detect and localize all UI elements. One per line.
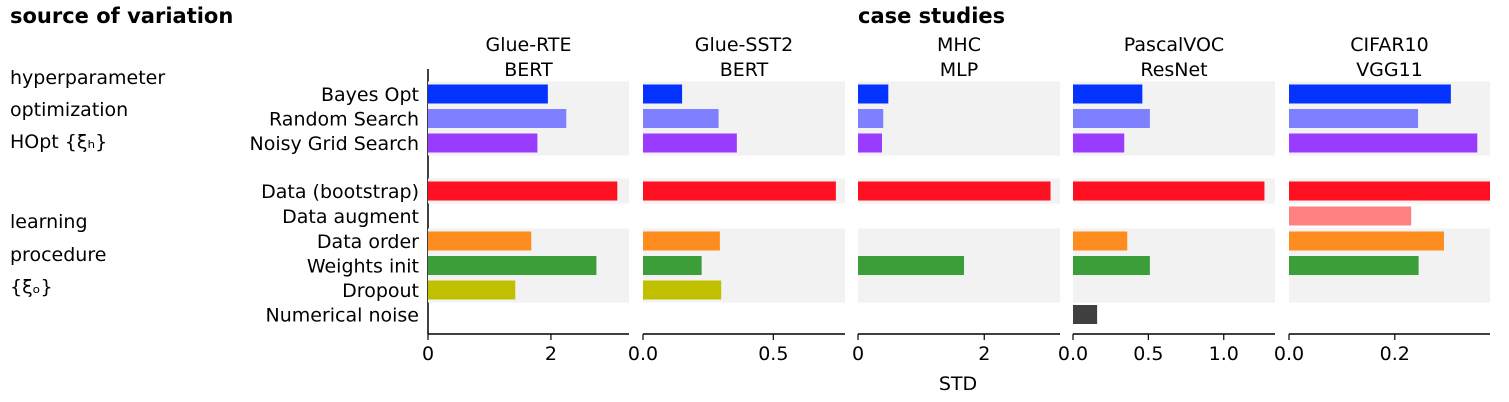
x-tick-label-glue-sst2-bert-1: 0.5: [758, 343, 788, 365]
panel-title-pascalvoc-resnet-1: ResNet: [1140, 59, 1207, 81]
bar-cifar10-vgg11-data-augment: [1289, 206, 1412, 226]
panel-title-mhc-mlp-1: MLP: [940, 59, 978, 81]
panel-title-glue-rte-bert-1: BERT: [504, 59, 553, 81]
bar-glue-sst2-bert-data-order: [643, 231, 720, 251]
bar-glue-sst2-bert-data-bootstrap: [643, 181, 836, 201]
x-tick-label-pascalvoc-resnet-1: 0.5: [1133, 343, 1163, 365]
panel-title-pascalvoc-resnet-0: PascalVOC: [1124, 34, 1224, 56]
bar-glue-rte-bert-noisy-grid-search: [428, 133, 538, 153]
panel-band-mhc-mlp-0: [858, 81, 1060, 107]
panel-title-glue-rte-bert-0: Glue-RTE: [485, 34, 571, 56]
bar-mhc-mlp-data-bootstrap: [858, 181, 1051, 201]
bar-pascalvoc-resnet-numerical-noise: [1073, 305, 1098, 324]
learning-label-line-1: learning: [10, 211, 88, 233]
bar-mhc-mlp-weights-init: [858, 256, 965, 275]
panel-band-mhc-mlp-5: [858, 228, 1060, 254]
category-label-noisy-grid-search: Noisy Grid Search: [250, 133, 420, 155]
panel-band-mhc-mlp-7: [858, 277, 1060, 303]
x-tick-label-glue-rte-bert-1: 2: [545, 343, 557, 365]
hopt-label-line-2: optimization: [10, 99, 129, 121]
bar-mhc-mlp-bayes-opt: [858, 84, 889, 104]
bar-glue-rte-bert-data-bootstrap: [428, 181, 618, 201]
bar-glue-rte-bert-random-search: [428, 109, 567, 128]
category-label-data-bootstrap: Data (bootstrap): [261, 181, 419, 203]
bar-mhc-mlp-random-search: [858, 109, 884, 128]
x-tick-label-pascalvoc-resnet-0: 0.0: [1058, 343, 1088, 365]
x-axis-label: STD: [939, 373, 977, 395]
hopt-label-line-3: HOpt {ξₕ}: [10, 131, 108, 153]
bar-glue-sst2-bert-bayes-opt: [643, 84, 683, 104]
category-label-data-augment: Data augment: [282, 206, 419, 228]
bar-glue-sst2-bert-dropout: [643, 280, 722, 300]
x-tick-label-mhc-mlp-0: 0: [852, 343, 864, 365]
panel-title-cifar10-vgg11-1: VGG11: [1356, 59, 1423, 81]
category-label-weights-init: Weights init: [307, 256, 419, 278]
hopt-label-line-1: hyperparameter: [10, 67, 166, 89]
bar-cifar10-vgg11-noisy-grid-search: [1289, 133, 1478, 153]
panel-title-glue-sst2-bert-0: Glue-SST2: [695, 34, 793, 56]
panel-title-cifar10-vgg11-0: CIFAR10: [1350, 34, 1428, 56]
bar-glue-sst2-bert-noisy-grid-search: [643, 133, 737, 153]
bar-pascalvoc-resnet-bayes-opt: [1073, 84, 1143, 104]
bar-cifar10-vgg11-random-search: [1289, 109, 1419, 128]
x-tick-label-pascalvoc-resnet-2: 1.0: [1209, 343, 1239, 365]
panel-title-mhc-mlp-0: MHC: [937, 34, 981, 56]
x-tick-label-glue-rte-bert-0: 0: [422, 343, 434, 365]
category-label-bayes-opt: Bayes Opt: [321, 84, 419, 106]
panel-title-glue-sst2-bert-1: BERT: [720, 59, 769, 81]
bar-cifar10-vgg11-data-bootstrap: [1289, 181, 1490, 201]
bar-cifar10-vgg11-bayes-opt: [1289, 84, 1451, 104]
bar-pascalvoc-resnet-random-search: [1073, 109, 1150, 128]
bar-glue-sst2-bert-weights-init: [643, 256, 702, 275]
bar-pascalvoc-resnet-weights-init: [1073, 256, 1150, 275]
panel-band-mhc-mlp-1: [858, 106, 1060, 131]
source-of-variation-title: source of variation: [10, 4, 234, 28]
case-studies-title: case studies: [858, 4, 1006, 28]
bar-glue-rte-bert-data-order: [428, 231, 532, 251]
bar-glue-rte-bert-dropout: [428, 280, 516, 300]
panel-band-cifar10-vgg11-7: [1289, 277, 1490, 303]
learning-label-line-2: procedure: [10, 244, 107, 266]
x-tick-label-cifar10-vgg11-1: 0.2: [1380, 343, 1410, 365]
bar-glue-rte-bert-bayes-opt: [428, 84, 548, 104]
bar-glue-sst2-bert-random-search: [643, 109, 719, 128]
x-tick-label-cifar10-vgg11-0: 0.0: [1274, 343, 1304, 365]
bar-mhc-mlp-noisy-grid-search: [858, 133, 882, 153]
category-label-random-search: Random Search: [269, 109, 419, 131]
bar-cifar10-vgg11-data-order: [1289, 231, 1444, 251]
bar-pascalvoc-resnet-data-order: [1073, 231, 1128, 251]
x-tick-label-mhc-mlp-1: 2: [978, 343, 990, 365]
x-tick-label-glue-sst2-bert-0: 0.0: [628, 343, 658, 365]
bar-pascalvoc-resnet-data-bootstrap: [1073, 181, 1265, 201]
bar-pascalvoc-resnet-noisy-grid-search: [1073, 133, 1125, 153]
panel-band-pascalvoc-resnet-7: [1073, 277, 1275, 303]
bar-cifar10-vgg11-weights-init: [1289, 256, 1419, 275]
bar-glue-rte-bert-weights-init: [428, 256, 597, 275]
panel-band-mhc-mlp-2: [858, 130, 1060, 156]
category-label-data-order: Data order: [317, 231, 419, 253]
category-label-numerical-noise: Numerical noise: [266, 305, 419, 327]
category-label-dropout: Dropout: [342, 280, 419, 302]
learning-label-line-3: {ξₒ}: [10, 276, 53, 298]
